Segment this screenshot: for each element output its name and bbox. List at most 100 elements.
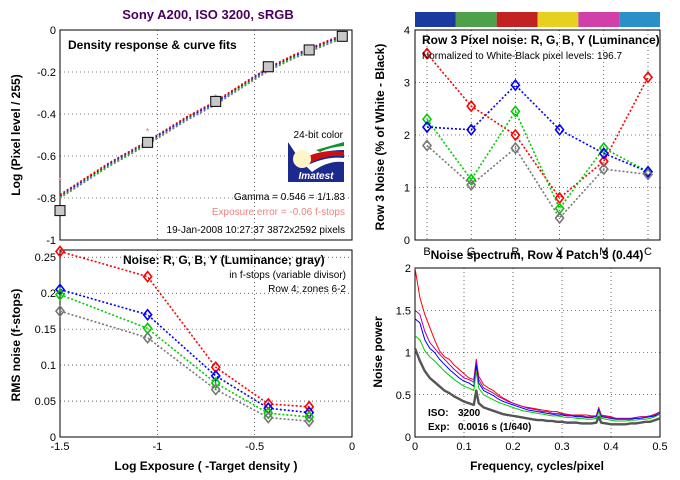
color-depth-label: 24-bit color [294,130,344,141]
spectrum-x-ticks: 0 0.1 0.2 0.3 0.4 0.5 [412,441,668,453]
row3-marks [421,47,654,225]
density-fit-curve [59,34,343,196]
noise-plot-area [59,249,353,438]
noise-data-point [54,288,66,301]
spectrum-x-axis-label: Frequency, cycles/pixel [470,459,604,473]
row3-title: Row 3 Pixel noise: R, G, B, Y (Luminance… [422,33,660,47]
color-patch [619,12,660,27]
row3-x-tick-label: Y [556,246,564,258]
row3-data-point [642,168,654,181]
row3-data-point [421,47,433,60]
noise-data-point [210,383,221,396]
noise-marks [54,245,315,428]
row3-data-point [466,178,477,192]
spectrum-x-tick-label: 0.1 [456,441,471,453]
spectrum-series-line [414,318,661,420]
row3-data-point [510,141,521,155]
noise-x-tick-label: -1 [152,441,162,453]
noise-y-tick-label: 0 [50,432,56,444]
row3-data-point [466,99,477,113]
noise-x-tick-label: 0 [349,441,355,453]
density-y-tick-label: -0.2 [37,67,56,79]
density-data-point [303,44,315,56]
spectrum-y-tick-label: 0 [405,432,411,444]
noise-data-point [54,304,66,318]
row3-panel: 0 1 2 3 4 B G R Y M C Row 3 Pixel noise: R, G, B,… [373,12,661,258]
noise-data-point [54,283,66,296]
density-reference-mark: * [58,177,62,188]
row3-data-point [421,139,433,152]
spectrum-y-tick-label: 2 [405,263,411,275]
row3-subtitle: Normalized to White-Black pixel levels: … [422,51,623,62]
noise-panel: 0 0.05 0.1 0.15 0.2 0.25 -1.5 -1 -0.5 0 Noise: R… [9,245,356,473]
spectrum-x-tick-label: 0 [412,441,418,453]
row3-series-line [426,83,649,173]
row3-x-tick-label: M [599,246,608,258]
spectrum-y-tick-label: 1.5 [396,305,411,317]
figure-title: Sony A200, ISO 3200, sRGB [122,7,293,22]
row3-data-point [510,78,521,92]
noise-data-point [210,369,221,383]
noise-data-point [210,376,221,390]
row3-x-tick-label: C [644,246,652,258]
density-data-point [336,30,348,42]
row3-data-point [642,165,654,179]
noise-x-tick-label: -0.5 [245,441,264,453]
gamma-label: Gamma = 0.546 = 1/1.83 [234,192,346,203]
density-fit-curve [59,35,343,197]
noise-y-tick-label: 0.05 [35,396,56,408]
spectrum-title: Noise spectrum, Row 4 Patch 3 (0.44) [431,248,644,262]
density-y-ticks: 0 -0.2 -0.4 -0.6 -0.8 -1 [37,25,56,247]
noise-x-axis-label: Log Exposure ( -Target density ) [114,459,297,473]
density-y-tick-label: -0.8 [37,193,56,205]
spectrum-exp-value: 0.0016 s (1/640) [458,422,531,433]
row3-data-point [598,162,609,176]
row3-x-tick-label: R [511,246,519,258]
row3-y-tick-label: 0 [404,235,410,247]
density-panel: 0-0.2-0.4-0.6-0.8-1 *** Density response… [9,25,353,247]
noise-data-point [142,270,153,283]
spectrum-gridlines [415,268,660,437]
row3-y-tick-label: 3 [404,78,410,90]
row3-data-point [554,123,565,137]
row3-series-line [426,109,649,211]
density-y-tick-label: -0.6 [37,151,56,163]
exposure-error-label: Exposure error = -0.06 f-stops [212,207,345,218]
spectrum-y-ticks: 0 0.5 1 1.5 2 [396,263,411,444]
row3-data-point [421,120,433,134]
spectrum-x-tick-label: 0.3 [554,441,569,453]
noise-data-point [263,411,274,424]
density-data-point [54,205,66,217]
color-patch-strip [415,12,660,27]
noise-y-tick-label: 0.25 [35,252,56,264]
noise-annotation-divisor: in f-stops (variable divisor) [229,270,346,281]
density-y-tick-label: -1 [46,235,56,247]
color-patch [415,12,456,27]
noise-series-line [59,250,310,408]
noise-data-point [142,308,153,322]
density-marks: *** [54,30,348,217]
spectrum-iso-value: 3200 [458,408,481,419]
color-patch [496,12,538,27]
noise-title: Noise: R, G, B, Y (Luminance; gray) [123,253,325,267]
spectrum-y-axis-label: Noise power [371,316,385,388]
noise-x-ticks: -1.5 -1 -0.5 0 [51,441,356,453]
noise-data-point [210,360,221,374]
density-y-tick-label: 0 [50,25,56,37]
spectrum-x-tick-label: 0.4 [603,441,618,453]
density-data-point [262,61,274,73]
noise-data-point [142,331,153,345]
density-data-point [142,136,154,148]
row3-series-line [426,144,649,220]
spectrum-x-tick-label: 0.5 [652,441,667,453]
spectrum-series-line [413,347,661,426]
row3-y-axis-label: Row 3 Noise (% of White - Black) [373,44,387,231]
row3-data-point [554,211,565,225]
row3-series-line [426,53,649,200]
row3-y-ticks: 0 1 2 3 4 [404,25,410,247]
density-reference-mark: * [146,127,150,138]
spectrum-y-tick-label: 1 [405,348,411,360]
noise-y-tick-label: 0.1 [41,360,56,372]
